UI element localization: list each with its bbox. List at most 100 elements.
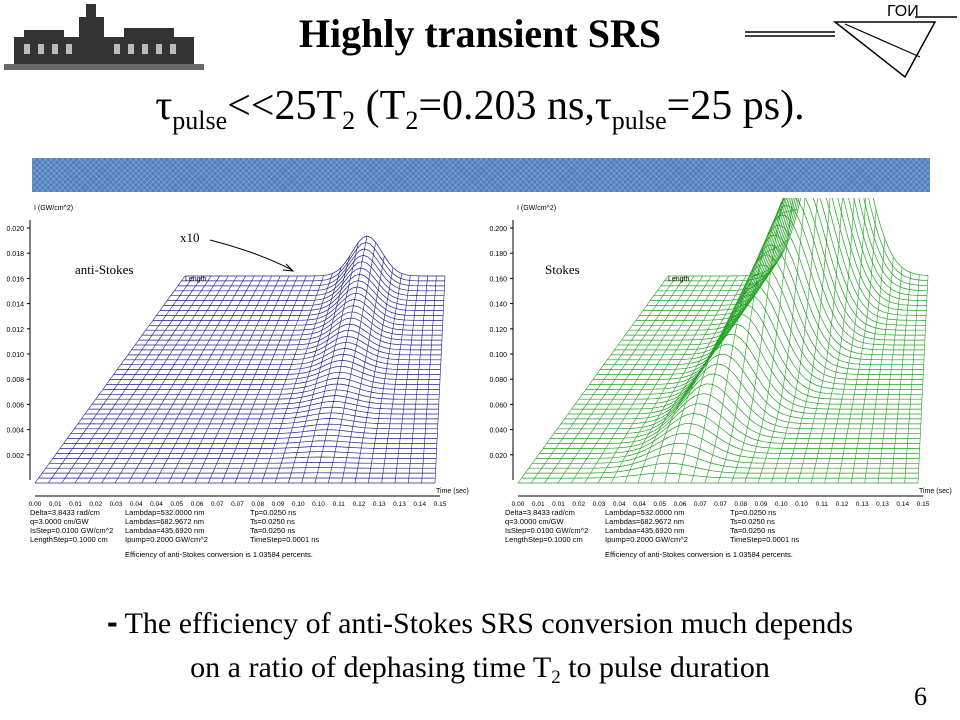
building-logo-icon — [4, 2, 204, 77]
param-line: LengthStep=0.1000 cm — [505, 535, 583, 544]
y-tick-label: 0.014 — [6, 302, 24, 309]
page-number: 6 — [914, 682, 927, 711]
x-tick-label: 0.05 — [170, 501, 183, 508]
mesh-col-line — [584, 275, 712, 484]
x-tick-label: 0.11 — [816, 501, 829, 508]
y-tick-label: 0.010 — [6, 352, 24, 359]
param-line: Lambdap=532.0000 nm — [605, 508, 685, 517]
mesh-col-line — [341, 255, 385, 484]
x-tick-label: 0.15 — [917, 501, 930, 508]
mesh-col-line — [517, 275, 669, 484]
params-left-col3: Tp=0.0250 ns Ts=0.0250 ns Ta=0.0250 ns T… — [250, 508, 319, 544]
x-tick-label: 0.14 — [413, 501, 426, 508]
param-line: Ts=0.0250 ns — [250, 517, 295, 526]
x-tick-label: 0.13 — [373, 501, 386, 508]
mesh-col-line — [637, 275, 747, 484]
x-tick-label: 0.15 — [434, 501, 447, 508]
x-tick-label: 0.13 — [856, 501, 869, 508]
x-tick-label: 0.05 — [653, 501, 666, 508]
footer-line1-text: The efficiency of anti-Stokes SRS conver… — [117, 607, 854, 640]
mesh-col-line — [531, 275, 677, 484]
x-tick-label: 0.06 — [191, 501, 204, 508]
mesh-col-line — [651, 274, 755, 484]
mesh-col-line — [904, 274, 920, 484]
pulse-subscript: pulse — [611, 106, 667, 135]
mesh-col-line — [784, 198, 831, 484]
x-tick-label: 0.03 — [110, 501, 123, 508]
mesh-col-line — [48, 275, 194, 484]
footer-text: - The efficiency of anti-Stokes SRS conv… — [0, 600, 960, 700]
x-tick-label: 0.09 — [272, 501, 285, 508]
x-tick-label: 0.12 — [353, 501, 366, 508]
mesh-col-line — [664, 272, 764, 484]
mesh-col-line — [261, 273, 333, 484]
params-left-col1: Delta=3.8433 rad/cm q=3.0000 cm/GW IsSte… — [30, 508, 113, 544]
conversion-note-left: Efficiency of anti-Stokes conversion is … — [125, 550, 313, 559]
param-line: LengthStep=0.1000 cm — [30, 535, 108, 544]
series-label: anti-Stokes — [75, 262, 134, 277]
param-line: Lambdas=682.9672 nm — [125, 517, 205, 526]
mesh-col-line — [368, 273, 402, 484]
depth-axis-label: Length — [185, 276, 207, 283]
y-tick-label: 0.080 — [489, 377, 507, 384]
x-tick-label: 0.07 — [694, 501, 707, 508]
mesh-col-line — [101, 275, 229, 484]
x-tick-label: 0.10 — [292, 501, 305, 508]
mesh-row-line — [614, 215, 925, 351]
param-line: Lambdaa=435.6920 nm — [605, 526, 685, 535]
mesh-col-line — [61, 275, 203, 484]
param-line: Ipump=0.2000 GW/cm^2 — [125, 535, 208, 544]
param-line: Delta=3.8433 rad/cm — [30, 508, 100, 517]
param-line: q=3.0000 cm/GW — [505, 517, 564, 526]
goi-logo-icon: ГОИ — [745, 3, 957, 79]
param-line: TimeStep=0.0001 ns — [730, 535, 800, 544]
mesh-col-line — [328, 242, 376, 484]
annotation-arrow — [209, 239, 293, 271]
mesh-row-line — [657, 198, 928, 292]
decorative-band — [32, 158, 930, 192]
x-tick-label: 0.10 — [775, 501, 788, 508]
mesh-col-line — [864, 256, 894, 484]
param-line: Ta=0.0250 ns — [730, 526, 776, 535]
mesh-row-line — [560, 363, 921, 425]
y-tick-label: 0.120 — [489, 327, 507, 334]
param-line: Lambdas=682.9672 nm — [605, 517, 685, 526]
param-line: TimeStep=0.0001 ns — [250, 535, 320, 544]
x-tick-label: 0.00 — [29, 501, 42, 508]
param-line: q=3.0000 cm/GW — [30, 517, 89, 526]
goi-logo-text: ГОИ — [887, 3, 919, 20]
anti-stokes-chart: 0.002 0.004 0.006 0.008 0.010 0.012 0.014 0.016… — [0, 198, 472, 576]
x-tick-label: 0.07 — [714, 501, 727, 508]
footer-line1: - The efficiency of anti-Stokes SRS conv… — [0, 600, 960, 646]
mesh-col-line — [194, 275, 290, 484]
mesh-row-line — [156, 286, 444, 316]
x-tick-label: 0.04 — [633, 501, 646, 508]
mesh-row-line — [632, 198, 926, 326]
conversion-note-right: Efficiency of anti-Stokes conversion is … — [605, 550, 793, 559]
mesh-col-line — [557, 275, 695, 484]
params-right-col2: Lambdap=532.0000 nm Lambdas=682.9672 nm … — [605, 508, 688, 544]
y-tick-label: 0.160 — [489, 276, 507, 283]
mesh-col-line — [704, 237, 790, 484]
subtitle-part: (T — [355, 83, 406, 129]
param-line: Ta=0.0250 ns — [250, 526, 296, 535]
x-tick-label: 0.02 — [89, 501, 102, 508]
mesh-row-line — [85, 406, 439, 415]
mesh-col-line — [128, 275, 246, 484]
slide-subtitle: τpulse<<25T2 (T2=0.203 ns,τpulse=25 ps). — [0, 82, 960, 136]
surface-mesh — [34, 235, 446, 484]
footer-line2b: to pulse duration — [560, 651, 770, 684]
x-tick-label: 0.03 — [593, 501, 606, 508]
x-tick-label: 0.04 — [613, 501, 626, 508]
x-tick-label: 0.07 — [231, 501, 244, 508]
y-tick-label: 0.008 — [6, 377, 24, 384]
params-right-col1: Delta=3.8433 rad/cm q=3.0000 cm/GW IsSte… — [505, 508, 588, 544]
mesh-col-line — [408, 275, 428, 484]
x-tick-label: 0.00 — [512, 501, 525, 508]
mesh-row-line — [607, 234, 924, 361]
mesh-col-line — [851, 238, 885, 484]
bullet-dash: - — [106, 604, 118, 640]
params-left-col2: Lambdap=532.0000 nm Lambdas=682.9672 nm … — [125, 508, 208, 544]
subtitle-part: <<25T — [227, 83, 343, 129]
mesh-col-line — [624, 275, 738, 484]
